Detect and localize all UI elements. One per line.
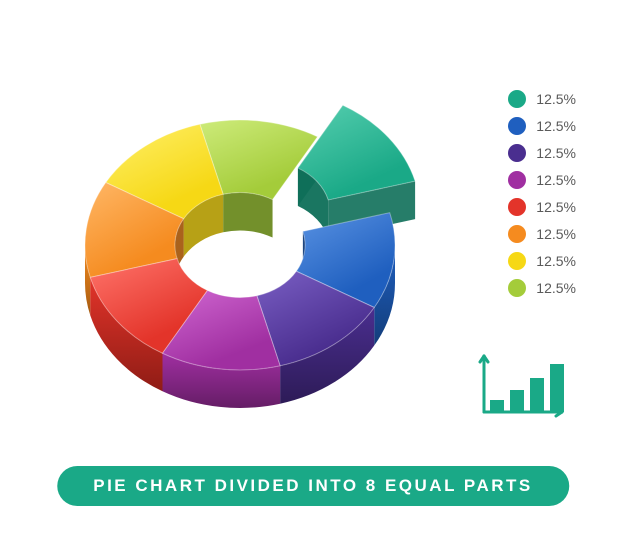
legend-item: 12.5% xyxy=(508,252,576,270)
legend-item: 12.5% xyxy=(508,225,576,243)
legend-label: 12.5% xyxy=(536,253,576,269)
legend-label: 12.5% xyxy=(536,280,576,296)
donut-chart-3d xyxy=(40,40,440,440)
legend-label: 12.5% xyxy=(536,226,576,242)
legend-swatch xyxy=(508,198,526,216)
legend-swatch xyxy=(508,117,526,135)
legend-item: 12.5% xyxy=(508,279,576,297)
canvas: 12.5%12.5%12.5%12.5%12.5%12.5%12.5%12.5%… xyxy=(0,0,626,544)
title-text: PIE CHART DIVIDED INTO 8 EQUAL PARTS xyxy=(93,476,533,495)
legend-swatch xyxy=(508,144,526,162)
legend-swatch xyxy=(508,171,526,189)
legend-label: 12.5% xyxy=(536,172,576,188)
legend-item: 12.5% xyxy=(508,171,576,189)
legend-item: 12.5% xyxy=(508,198,576,216)
legend-label: 12.5% xyxy=(536,91,576,107)
legend-swatch xyxy=(508,279,526,297)
legend-swatch xyxy=(508,252,526,270)
legend-item: 12.5% xyxy=(508,90,576,108)
legend-swatch xyxy=(508,90,526,108)
donut-chart-svg xyxy=(40,40,440,440)
bar-chart-icon xyxy=(476,350,566,420)
legend-swatch xyxy=(508,225,526,243)
legend-label: 12.5% xyxy=(536,118,576,134)
legend-label: 12.5% xyxy=(536,199,576,215)
legend-item: 12.5% xyxy=(508,144,576,162)
legend: 12.5% 12.5% 12.5% 12.5% 12.5% 12.5% 12.5% 12.5% xyxy=(508,90,576,297)
legend-item: 12.5% xyxy=(508,117,576,135)
title-banner: PIE CHART DIVIDED INTO 8 EQUAL PARTS xyxy=(57,466,569,506)
legend-label: 12.5% xyxy=(536,145,576,161)
